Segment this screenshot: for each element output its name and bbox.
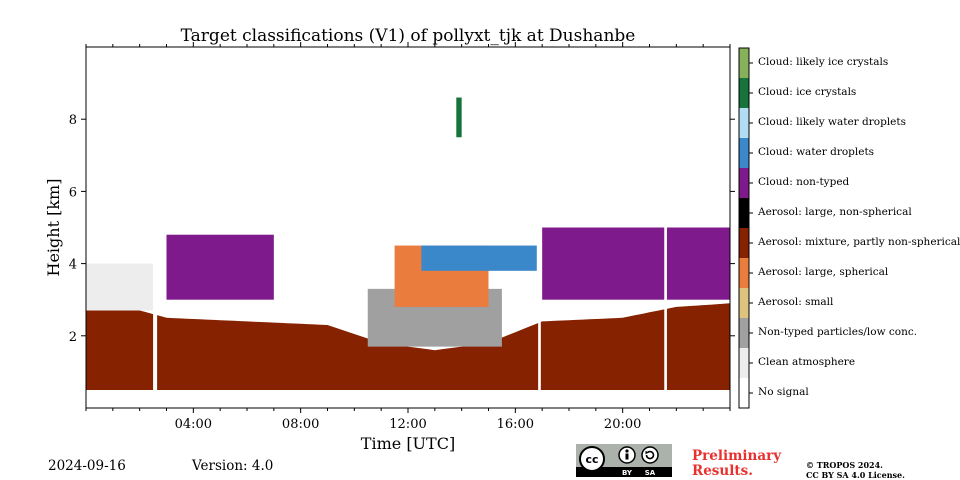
y-tick-label: 2 <box>69 330 77 345</box>
colorbar-swatch <box>739 318 749 348</box>
date-label: 2024-09-16 <box>48 458 126 474</box>
colorbar-label: Aerosol: mixture, partly non-spherical <box>758 236 960 248</box>
colorbar-label: Aerosol: large, spherical <box>758 266 889 278</box>
y-axis-label: Height [km] <box>44 179 63 277</box>
sa-share-icon <box>641 446 659 464</box>
colorbar-swatch <box>739 258 749 288</box>
x-tick-label: 16:00 <box>497 417 534 432</box>
x-tick-label: 04:00 <box>175 417 212 432</box>
colorbar-swatch <box>739 378 749 408</box>
y-tick-label: 6 <box>69 185 77 200</box>
colorbar-swatch <box>739 228 749 258</box>
region-7 <box>456 97 462 138</box>
preliminary-results-note: Preliminary Results. <box>692 449 781 479</box>
svg-text:BY: BY <box>622 469 633 477</box>
colorbar-swatch <box>739 168 749 198</box>
data-gap-1 <box>538 47 541 408</box>
x-tick-label: 20:00 <box>604 417 641 432</box>
colorbar-label: Cloud: non-typed <box>758 176 850 188</box>
region-1 <box>86 263 154 311</box>
colorbar-swatch <box>739 48 749 78</box>
colorbar-label: No signal <box>758 386 809 398</box>
y-tick-label: 8 <box>69 113 77 128</box>
colorbar-label: Cloud: likely water droplets <box>758 116 906 128</box>
colorbar-label: Clean atmosphere <box>758 356 856 368</box>
version-label: Version: 4.0 <box>192 458 274 474</box>
copyright-line-2: CC BY SA 4.0 License. <box>806 470 905 480</box>
preliminary-line-2: Results. <box>692 463 753 479</box>
colorbar-swatch <box>739 198 749 228</box>
data-gap-0 <box>153 47 158 408</box>
region-5 <box>542 227 730 300</box>
preliminary-line-1: Preliminary <box>692 448 782 464</box>
x-tick-label: 12:00 <box>389 417 426 432</box>
region-4 <box>166 234 274 300</box>
copyright-line-1: © TROPOS 2024. <box>806 460 883 470</box>
axis-layer: 04:00 08:00 12:00 16:00 20:00 2 4 6 8 Time [UTC] H… <box>44 42 735 453</box>
colorbar-frame <box>738 47 750 409</box>
colorbar-swatch <box>739 78 749 108</box>
colorbar-label: Aerosol: large, non-spherical <box>758 206 912 218</box>
colorbar-label: Non-typed particles/low conc. <box>758 326 918 338</box>
heatmap-layer <box>86 47 730 408</box>
cc-by-sa-badge: cc BY SA <box>576 444 672 477</box>
svg-text:SA: SA <box>645 469 656 477</box>
colorbar-swatch <box>739 348 749 378</box>
colorbar-swatch <box>739 108 749 138</box>
colorbar-label: Cloud: likely ice crystals <box>758 56 889 68</box>
data-gap-2 <box>664 47 667 408</box>
y-tick-label: 4 <box>69 258 77 273</box>
colorbar-label: Aerosol: small <box>758 296 834 308</box>
region-6 <box>421 245 537 271</box>
colorbar-label: Cloud: water droplets <box>758 146 875 158</box>
colorbar-swatch <box>739 138 749 168</box>
colorbar-label: Cloud: ice crystals <box>758 86 857 98</box>
colorbar-swatch <box>739 288 749 318</box>
cc-logo-icon: cc <box>585 453 598 466</box>
chart-title: Target classifications (V1) of pollyxt_t… <box>180 26 636 46</box>
colorbar-layer <box>738 47 753 409</box>
copyright-note: © TROPOS 2024. CC BY SA 4.0 License. <box>806 460 905 480</box>
x-axis-label: Time [UTC] <box>361 434 455 453</box>
x-tick-label: 08:00 <box>282 417 319 432</box>
